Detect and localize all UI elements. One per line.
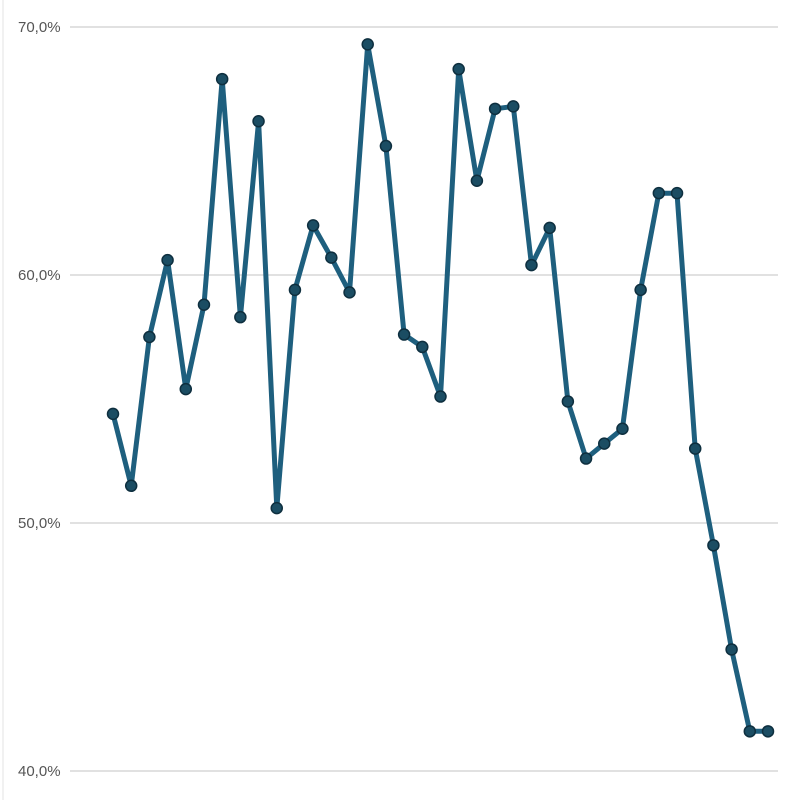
data-point <box>416 340 429 354</box>
data-point <box>707 539 720 552</box>
data-point <box>270 501 283 515</box>
data-point <box>507 100 520 113</box>
data-point <box>379 139 393 153</box>
y-axis-tick-labels: 70,0% 60,0% 50,0% 40,0% <box>18 19 61 780</box>
data-point <box>688 442 702 455</box>
gridlines <box>70 26 778 772</box>
y-tick-label: 60,0% <box>18 267 61 284</box>
data-points <box>106 38 775 738</box>
y-tick-label: 40,0% <box>18 763 61 780</box>
data-point <box>670 186 684 200</box>
data-point <box>598 437 611 450</box>
data-point <box>106 407 120 421</box>
data-point <box>306 219 320 232</box>
data-point <box>652 186 666 200</box>
data-point <box>761 725 775 738</box>
data-point <box>325 251 338 264</box>
data-point <box>488 102 502 116</box>
data-point <box>215 72 229 86</box>
data-point <box>234 310 247 324</box>
data-point <box>634 283 647 297</box>
data-point <box>725 643 738 656</box>
data-point <box>616 422 629 436</box>
data-point <box>434 390 447 403</box>
y-tick-label: 50,0% <box>18 515 61 532</box>
data-point <box>197 298 211 312</box>
y-tick-label: 70,0% <box>18 19 61 36</box>
data-point <box>361 38 374 51</box>
data-point <box>525 258 538 272</box>
data-point <box>252 114 265 128</box>
data-point <box>288 283 302 297</box>
data-point <box>743 725 757 738</box>
data-point <box>397 328 411 341</box>
data-point <box>543 221 556 235</box>
data-point <box>124 479 138 493</box>
data-point <box>470 174 484 188</box>
data-point <box>161 253 174 267</box>
data-point <box>452 62 465 76</box>
data-point <box>561 395 575 408</box>
data-point <box>179 382 193 396</box>
series-line <box>110 41 771 734</box>
series-line-layer <box>110 41 771 734</box>
data-point <box>143 330 156 344</box>
data-point <box>343 286 356 299</box>
data-point <box>579 452 593 465</box>
